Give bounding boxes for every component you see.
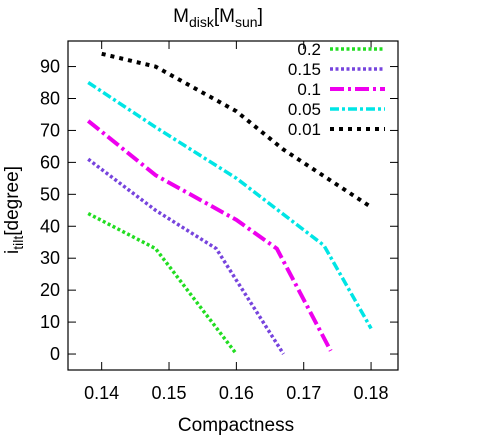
series-line-0-2 bbox=[87, 211, 238, 356]
y-tick-label: 90 bbox=[40, 57, 60, 77]
legend: 0.20.150.10.050.01 bbox=[288, 40, 385, 139]
series-line-0-15 bbox=[87, 157, 285, 355]
legend-label: 0.05 bbox=[288, 100, 321, 119]
plot-frame bbox=[67, 40, 399, 371]
title-main: M bbox=[173, 6, 189, 27]
y-tick-label: 20 bbox=[40, 280, 60, 300]
x-tick-label: 0.17 bbox=[286, 383, 321, 403]
y-tick-label: 60 bbox=[40, 152, 60, 172]
title-mid: [M bbox=[214, 6, 235, 27]
x-tick-label: 0.18 bbox=[354, 383, 389, 403]
axis-ticks: 0.14 0.15 0.16 0.17 0.18 0 10 20 30 40 50 60 70 80 90 bbox=[40, 41, 398, 403]
ylabel-main: i bbox=[2, 250, 23, 254]
x-axis-label: Compactness bbox=[178, 415, 294, 436]
y-tick-label: 80 bbox=[40, 88, 60, 108]
title-sub-sun: sun bbox=[235, 14, 258, 30]
y-axis-label: itilt[degree] bbox=[2, 166, 26, 254]
title-end: ] bbox=[258, 6, 263, 27]
ylabel-end: [degree] bbox=[2, 166, 23, 236]
series-lines bbox=[86, 51, 373, 356]
ylabel-sub: tilt bbox=[10, 236, 26, 250]
legend-label: 0.2 bbox=[297, 40, 321, 59]
y-tick-label: 70 bbox=[40, 120, 60, 140]
title-sub-disk: disk bbox=[189, 14, 215, 30]
series-line-0-1 bbox=[86, 119, 333, 352]
legend-label: 0.1 bbox=[297, 80, 321, 99]
y-tick-label: 10 bbox=[40, 312, 60, 332]
y-tick-label: 40 bbox=[40, 216, 60, 236]
y-tick-label: 50 bbox=[40, 184, 60, 204]
x-tick-label: 0.14 bbox=[84, 383, 119, 403]
legend-label: 0.01 bbox=[288, 120, 321, 139]
series-line-0-05 bbox=[87, 81, 373, 330]
series-line-0-01 bbox=[101, 51, 373, 209]
chart-title: Mdisk[Msun] bbox=[173, 6, 263, 30]
y-tick-label: 30 bbox=[40, 248, 60, 268]
x-tick-label: 0.16 bbox=[219, 383, 254, 403]
x-tick-label: 0.15 bbox=[151, 383, 186, 403]
legend-label: 0.15 bbox=[288, 60, 321, 79]
y-tick-label: 0 bbox=[50, 344, 60, 364]
